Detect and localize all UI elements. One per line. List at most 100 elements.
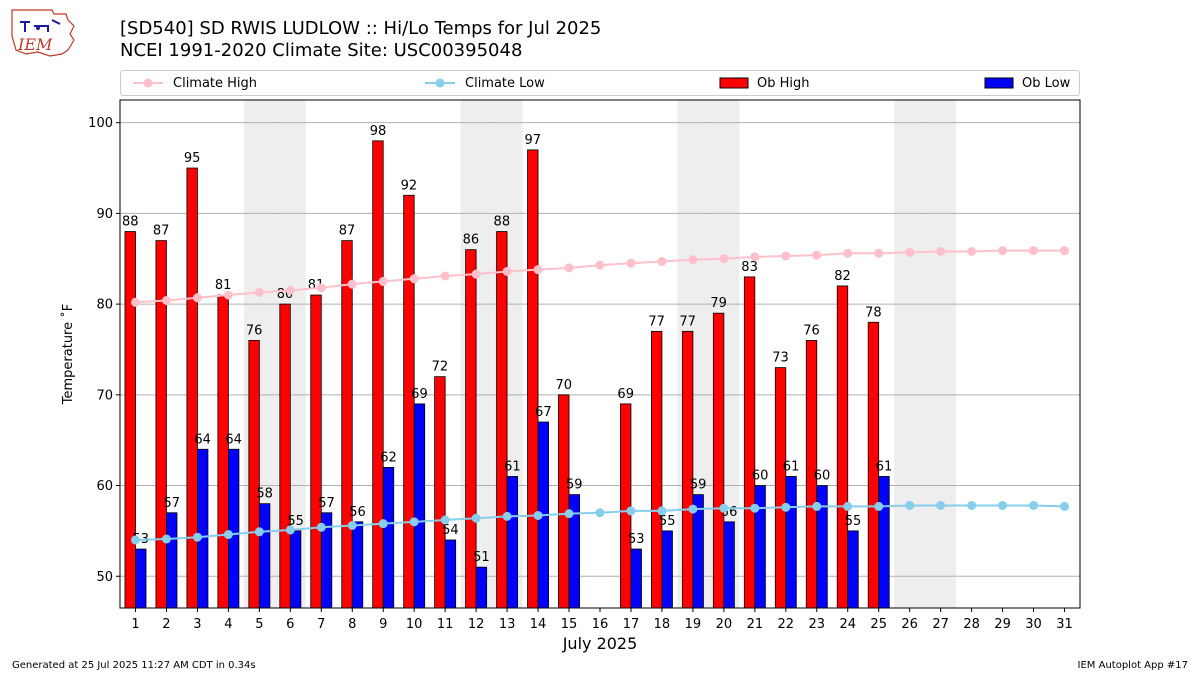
- y-tick-label: 80: [96, 298, 113, 313]
- climate-low-point: [471, 513, 481, 523]
- ob-low-bar: [444, 539, 457, 609]
- ob-high-bar: [620, 403, 632, 609]
- x-tick-label: 26: [901, 617, 918, 632]
- ob-high-bar: [651, 330, 663, 609]
- ob-low-label: 61: [504, 459, 521, 474]
- x-tick-label: 9: [379, 617, 387, 632]
- ob-low-label: 55: [845, 514, 862, 529]
- climate-high-point: [626, 258, 636, 268]
- climate-high-line-icon: [133, 78, 163, 88]
- x-tick-label: 7: [317, 617, 325, 632]
- climate-low-point: [998, 500, 1008, 510]
- climate-low-point: [378, 519, 388, 529]
- ob-high-bar: [743, 276, 756, 609]
- ob-high-bar: [836, 285, 849, 609]
- climate-low-point: [1029, 500, 1039, 510]
- climate-high-point: [316, 283, 326, 293]
- ob-low-label: 57: [163, 496, 180, 511]
- ob-low-label: 61: [783, 459, 800, 474]
- climate-low-point: [192, 532, 202, 542]
- ob-high-bar: [496, 231, 508, 609]
- legend-ob-low: Ob Low: [984, 74, 1070, 92]
- legend-climate-high-label: Climate High: [173, 75, 258, 91]
- climate-high-point: [161, 295, 171, 305]
- ob-low-bar: [166, 512, 178, 609]
- plot-frame: [119, 99, 1081, 609]
- climate-high-point: [192, 293, 202, 303]
- climate-low-point: [564, 509, 574, 519]
- climate-high-point: [781, 251, 791, 261]
- climate-low-point: [347, 520, 357, 530]
- y-tick-label: 100: [88, 116, 113, 131]
- x-tick-label: 12: [468, 617, 485, 632]
- ob-low-label: 56: [349, 505, 366, 520]
- climate-low-point: [688, 504, 698, 514]
- ob-low-bar: [289, 530, 302, 609]
- x-tick-label: 1: [131, 617, 139, 632]
- climate-low-point: [254, 527, 264, 537]
- ob-high-label: 83: [741, 260, 758, 275]
- ob-low-label: 69: [411, 387, 428, 402]
- climate-low-point: [843, 501, 853, 511]
- climate-low-line-icon: [425, 78, 455, 88]
- legend-ob-high-label: Ob High: [757, 75, 810, 91]
- ob-high-bar: [124, 231, 136, 609]
- ob-high-label: 97: [525, 133, 542, 148]
- ob-low-label: 60: [752, 469, 769, 484]
- ob-high-label: 69: [617, 387, 634, 402]
- climate-low-point: [285, 525, 295, 535]
- climate-high-point: [1060, 246, 1070, 256]
- ob-low-label: 59: [566, 478, 583, 493]
- climate-low-point: [905, 500, 915, 510]
- x-tick-label: 5: [255, 617, 263, 632]
- legend-climate-low: Climate Low: [423, 74, 545, 92]
- ob-low-label: 54: [442, 523, 459, 538]
- climate-low-point: [1060, 501, 1070, 511]
- climate-high-point: [936, 246, 946, 256]
- ob-low-bar: [630, 548, 642, 609]
- climate-high-point: [1029, 246, 1039, 256]
- climate-high-point: [688, 255, 698, 265]
- x-tick-label: 8: [348, 617, 356, 632]
- legend-climate-high: Climate High: [131, 74, 257, 92]
- ob-low-label: 64: [225, 432, 242, 447]
- ob-high-label: 95: [184, 151, 201, 166]
- y-axis-label: Temperature ˚F: [60, 304, 76, 405]
- ob-low-bar: [878, 476, 890, 609]
- ob-high-label: 78: [865, 305, 882, 320]
- y-tick-label: 60: [96, 479, 113, 494]
- ob-high-bar: [372, 140, 384, 609]
- generated-footer: Generated at 25 Jul 2025 11:27 AM CDT in…: [12, 660, 256, 671]
- climate-high-point: [719, 254, 729, 264]
- climate-high-point: [440, 271, 450, 281]
- ob-low-bar: [227, 448, 240, 609]
- climate-high-point: [471, 269, 481, 279]
- ob-high-label: 88: [494, 215, 511, 230]
- ob-high-label: 79: [710, 296, 727, 311]
- climate-high-point: [130, 297, 140, 307]
- x-tick-label: 24: [839, 617, 856, 632]
- ob-high-swatch-icon: [719, 77, 749, 89]
- y-tick-label: 50: [96, 570, 113, 585]
- ob-high-bar: [155, 240, 167, 609]
- x-tick-label: 23: [809, 617, 826, 632]
- ob-low-label: 59: [690, 478, 707, 493]
- climate-high-point: [750, 252, 760, 262]
- ob-low-label: 51: [473, 550, 490, 565]
- y-tick-label: 90: [96, 207, 113, 222]
- climate-low-point: [936, 500, 946, 510]
- climate-high-point: [409, 274, 419, 284]
- x-tick-label: 4: [224, 617, 232, 632]
- climate-low-point: [874, 501, 884, 511]
- weekend-shade: [925, 100, 957, 608]
- ob-low-bar: [351, 521, 364, 609]
- climate-high-point: [378, 276, 388, 286]
- x-tick-label: 6: [286, 617, 294, 632]
- ob-high-bar: [558, 394, 570, 609]
- ob-high-bar: [186, 167, 198, 609]
- x-tick-label: 28: [963, 617, 980, 632]
- climate-low-point: [533, 510, 543, 520]
- ob-low-label: 64: [194, 432, 211, 447]
- x-tick-label: 11: [437, 617, 454, 632]
